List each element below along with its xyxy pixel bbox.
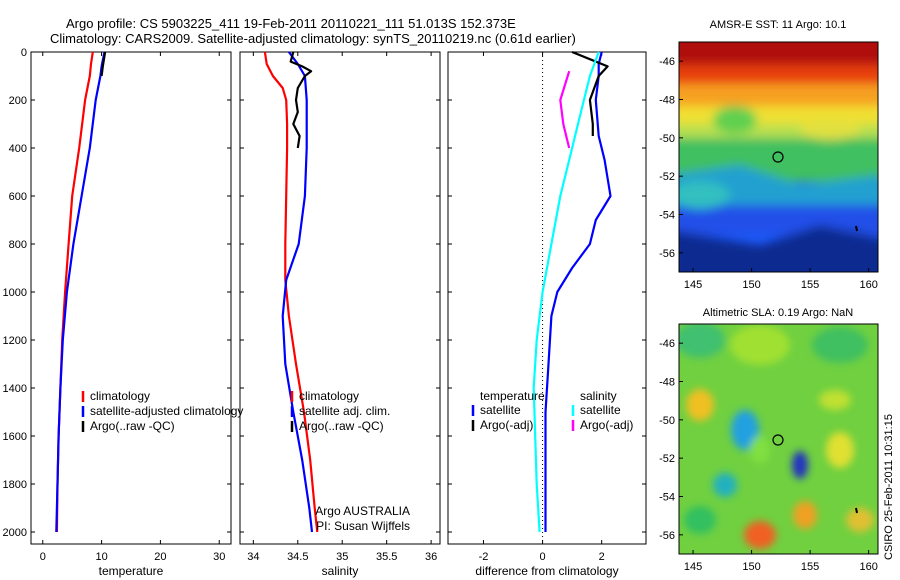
sla-map-axes: 145 150 155 160 -46 -48 -50 -52 -54 -56 <box>659 338 878 573</box>
series-line <box>55 51 94 533</box>
plot-frame <box>239 51 441 545</box>
y-tick-label: 2000 <box>3 527 27 539</box>
title-line-1: Argo profile: CS 5903225_411 19-Feb-2011… <box>66 16 516 31</box>
map-x-tick-label: 160 <box>859 561 877 573</box>
legend-label: satellite adj. clim. <box>299 404 390 418</box>
x-tick-label: 34 <box>247 551 259 563</box>
legend-label: Argo(..raw -QC) <box>90 419 175 433</box>
x-tick-label: 0 <box>40 551 46 563</box>
map-x-tick-label: 150 <box>742 279 760 291</box>
map-y-tick-label: -50 <box>659 133 675 145</box>
y-tick-label: 400 <box>9 143 27 155</box>
map-y-tick-label: -54 <box>659 492 675 504</box>
legend-title: salinity <box>580 389 617 403</box>
x-tick-label: 35.5 <box>376 551 397 563</box>
map-y-tick-label: -50 <box>659 415 675 427</box>
x-tick-label: 10 <box>95 551 107 563</box>
plot-frame <box>30 51 232 545</box>
legend-label: Argo(-adj) <box>480 418 533 432</box>
annotation-text: Argo AUSTRALIA <box>315 504 410 518</box>
x-tick-label: 0 <box>540 551 546 563</box>
panel-salinity: 34 34.5 35 35.5 36 salinity climatologysatelli… <box>239 51 441 578</box>
map-y-tick-label: -56 <box>659 530 675 542</box>
series-line <box>100 51 107 77</box>
x-tick-label: -2 <box>479 551 489 563</box>
y-tick-label: 1800 <box>3 479 27 491</box>
map-y-tick-label: -48 <box>659 377 675 389</box>
title-line-2: Climatology: CARS2009. Satellite-adjuste… <box>50 31 576 46</box>
series-line <box>571 50 609 136</box>
map-x-tick-label: 160 <box>859 279 877 291</box>
legend-label: satellite-adjusted climatology <box>90 404 243 418</box>
series-line <box>55 51 106 533</box>
y-tick-label: 0 <box>21 47 27 59</box>
panel-temperature: 0 10 20 30 0 200 400 600 800 1000 1200 1400 1600 1800… <box>3 47 244 578</box>
map-y-tick-label: -52 <box>659 453 675 465</box>
x-tick-label: 2 <box>599 551 605 563</box>
map-y-tick-label: -48 <box>659 95 675 107</box>
x-axis-label: difference from climatology <box>475 564 618 578</box>
map-y-tick-label: -56 <box>659 248 675 260</box>
map-y-tick-label: -52 <box>659 171 675 183</box>
y-tick-label: 1600 <box>3 431 27 443</box>
y-tick-label: 1000 <box>3 287 27 299</box>
sst-map-title: AMSR-E SST: 11 Argo: 10.1 <box>710 19 847 31</box>
plot-frame <box>447 51 647 545</box>
timestamp-side-label: CSIRO 25-Feb-2011 10:31:15 <box>883 414 895 560</box>
map-y-tick-label: -46 <box>659 338 675 350</box>
legend-label: satellite <box>480 403 521 417</box>
y-tick-label: 1200 <box>3 335 27 347</box>
sst-map-axes: 145 150 155 160 -46 -48 -50 -52 -54 -56 <box>659 56 878 291</box>
x-axis-label: temperature <box>99 564 164 578</box>
sla-map-title: Altimetric SLA: 0.19 Argo: NaN <box>703 307 853 319</box>
x-tick-label: 34.5 <box>287 551 308 563</box>
series-line <box>281 51 314 533</box>
map-x-tick-label: 150 <box>742 561 760 573</box>
map-x-tick-label: 155 <box>801 279 819 291</box>
annotation-text: PI: Susan Wijffels <box>316 519 410 533</box>
x-tick-label: 30 <box>213 551 225 563</box>
legend-label: climatology <box>90 389 150 403</box>
y-tick-label: 200 <box>9 95 27 107</box>
legend-label: satellite <box>580 403 621 417</box>
x-tick-label: 20 <box>154 551 166 563</box>
y-tick-label: 800 <box>9 239 27 251</box>
y-tick-label: 1400 <box>3 383 27 395</box>
argo-location-marker-sla <box>772 434 784 446</box>
sla-map <box>679 324 878 554</box>
map-x-tick-label: 145 <box>684 279 702 291</box>
legend-label: climatology <box>299 389 359 403</box>
series-line <box>289 51 313 149</box>
map-y-tick-label: -46 <box>659 56 675 68</box>
legend-title: temperature <box>480 389 545 403</box>
legend-label: Argo(-adj) <box>580 418 633 432</box>
series-line <box>544 51 612 532</box>
x-axis-label: salinity <box>322 564 359 578</box>
x-tick-label: 36 <box>425 551 437 563</box>
series-line <box>532 51 600 533</box>
y-tick-label: 600 <box>9 191 27 203</box>
series-line <box>263 51 319 533</box>
x-tick-label: 35 <box>336 551 348 563</box>
series-line <box>559 70 571 149</box>
sst-map <box>679 42 878 272</box>
map-x-tick-label: 145 <box>684 561 702 573</box>
argo-location-marker-sst <box>772 151 784 163</box>
legend-label: Argo(..raw -QC) <box>299 419 384 433</box>
map-y-tick-label: -54 <box>659 210 675 222</box>
map-x-tick-label: 155 <box>801 561 819 573</box>
